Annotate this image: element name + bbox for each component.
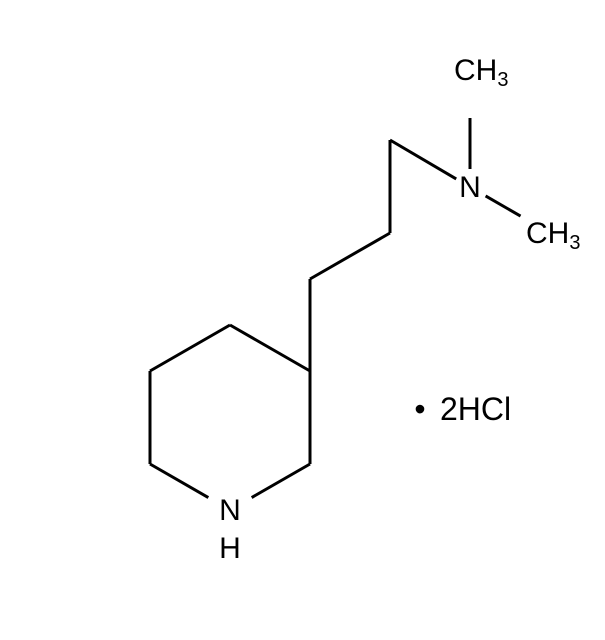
- amine-nitrogen-label: N: [459, 171, 481, 204]
- molecule-diagram: NHNCH3CH3•2HCl: [0, 0, 605, 640]
- canvas-bg: [0, 0, 605, 640]
- salt-dot: •: [414, 391, 425, 427]
- salt-formula: 2HCl: [440, 391, 511, 427]
- ring-nh-hydrogen-label: H: [219, 532, 241, 565]
- ring-nitrogen-label: N: [219, 494, 241, 527]
